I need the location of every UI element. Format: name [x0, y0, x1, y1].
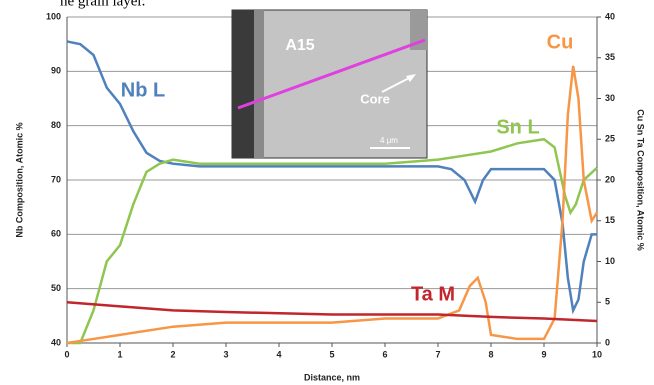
series-label: Ta M [411, 283, 455, 305]
y2-tick-label: 40 [605, 11, 615, 21]
y2-tick-label: 15 [605, 215, 615, 225]
x-tick-label: 3 [223, 349, 228, 359]
y-tick-label: 100 [46, 11, 61, 21]
y-tick-label: 70 [51, 174, 61, 184]
y2-tick-label: 10 [605, 256, 615, 266]
x-tick-label: 8 [488, 349, 493, 359]
y2-tick-label: 20 [605, 174, 615, 184]
series-label: Cu [547, 31, 574, 53]
phase-label: A15 [285, 37, 314, 54]
scale-label: 4 μm [380, 136, 398, 145]
core-label: Core [360, 91, 390, 106]
x-tick-label: 6 [382, 349, 387, 359]
y-axis-title: Nb Composition, Atomic % [14, 122, 24, 237]
y2-tick-label: 30 [605, 93, 615, 103]
inset-dark-edge [232, 10, 254, 158]
y2-tick-label: 0 [605, 337, 610, 347]
inset-edge [254, 10, 264, 158]
y-tick-label: 60 [51, 229, 61, 239]
inset: A15 Core 4 μm [232, 10, 427, 158]
x-axis-title: Distance, nm [304, 372, 360, 382]
y2-tick-label: 35 [605, 52, 615, 62]
caption-fragment: he grain layer. [60, 0, 145, 9]
x-tick-label: 7 [435, 349, 440, 359]
series-label: Nb L [121, 79, 165, 101]
series-line [67, 302, 597, 321]
x-tick-label: 2 [170, 349, 175, 359]
y-tick-label: 40 [51, 337, 61, 347]
y-tick-label: 50 [51, 283, 61, 293]
y2-axis-title: Cu Sn Ta Composition, Atomic % [636, 109, 646, 251]
x-tick-label: 1 [117, 349, 122, 359]
y2-tick-label: 5 [605, 297, 610, 307]
x-tick-label: 10 [592, 349, 602, 359]
series-label: Sn L [496, 116, 539, 138]
x-tick-label: 0 [64, 349, 69, 359]
x-tick-label: 4 [276, 349, 281, 359]
y-tick-label: 80 [51, 120, 61, 130]
y2-tick-label: 25 [605, 134, 615, 144]
y-tick-label: 90 [51, 66, 61, 76]
x-tick-label: 9 [541, 349, 546, 359]
x-tick-label: 5 [329, 349, 334, 359]
chart: he grain layer. 405060708090100051015202… [0, 0, 654, 385]
